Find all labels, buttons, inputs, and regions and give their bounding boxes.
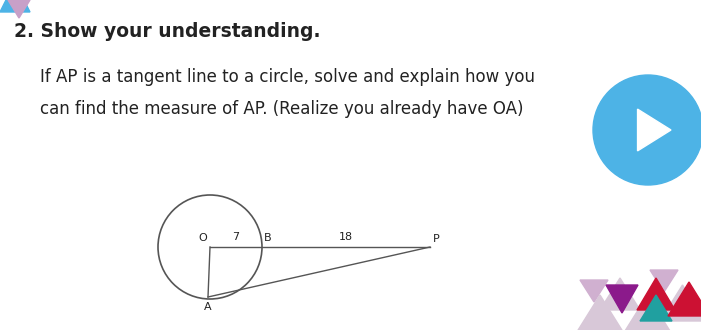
Text: 2. Show your understanding.: 2. Show your understanding.	[14, 22, 320, 41]
Text: If AP is a tangent line to a circle, solve and explain how you: If AP is a tangent line to a circle, sol…	[40, 68, 535, 86]
Polygon shape	[650, 270, 678, 292]
Polygon shape	[640, 295, 672, 321]
Text: 7: 7	[233, 232, 240, 242]
Polygon shape	[575, 295, 625, 330]
Polygon shape	[606, 285, 638, 313]
Polygon shape	[620, 295, 675, 330]
Text: can find the measure of AP. (Realize you already have OA): can find the measure of AP. (Realize you…	[40, 100, 524, 118]
Text: B: B	[264, 233, 271, 243]
Text: O: O	[198, 233, 207, 243]
Text: A: A	[204, 302, 212, 312]
Polygon shape	[0, 0, 30, 12]
Polygon shape	[668, 282, 701, 316]
Circle shape	[593, 75, 701, 185]
Polygon shape	[637, 278, 675, 310]
Text: 18: 18	[339, 232, 353, 242]
Polygon shape	[580, 280, 608, 302]
Polygon shape	[600, 278, 640, 310]
Polygon shape	[660, 285, 701, 321]
Polygon shape	[8, 0, 30, 18]
Polygon shape	[637, 109, 671, 151]
Text: P: P	[433, 234, 440, 244]
